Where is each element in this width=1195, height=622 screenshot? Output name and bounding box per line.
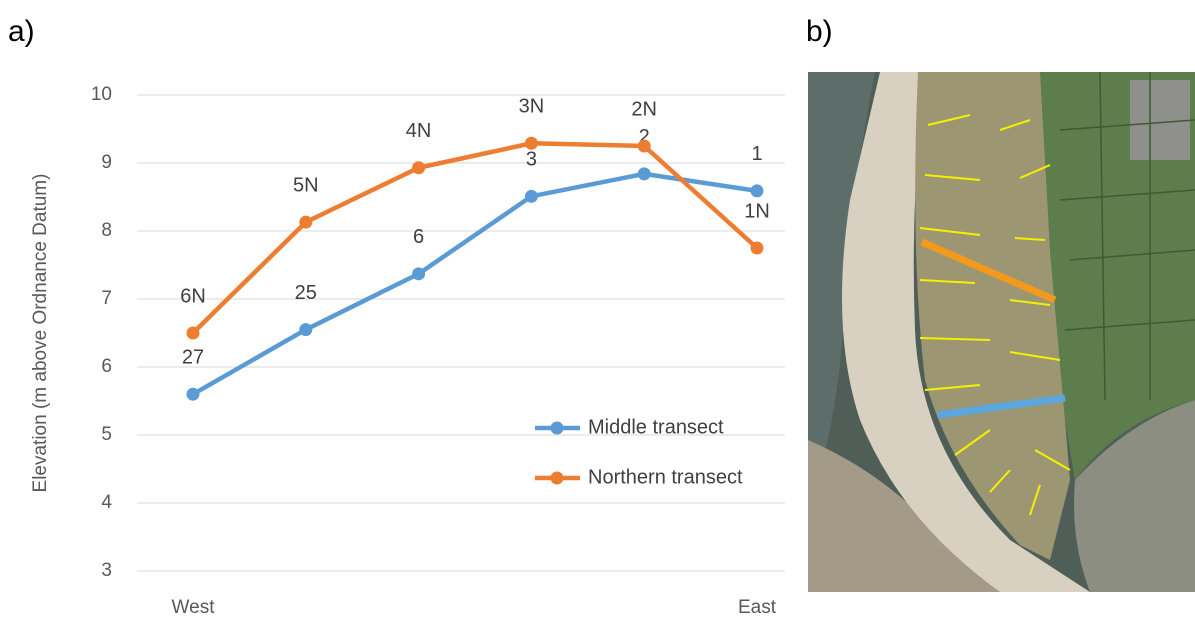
y-tick-label: 6 [101,356,112,377]
y-axis-label: Elevation (m above Ordnance Datum) [30,173,51,493]
panel-label: b) [806,15,833,48]
legend-label: Middle transect [588,416,724,438]
point [186,387,200,401]
point-label: 1 [751,143,762,165]
y-tick-label: 4 [101,492,112,513]
point-label: 4N [406,120,432,142]
y-tick-label: 3 [101,560,112,581]
point [524,136,538,150]
y-tick-label: 8 [101,220,112,241]
series-line [191,141,759,335]
legend-marker [550,421,564,435]
point-label: 27 [182,346,204,368]
point-label: 2N [631,98,657,120]
legend-marker [550,471,564,485]
point-label: 1N [744,200,770,222]
point [750,184,764,198]
point-label: 6 [413,226,424,248]
aerial-photo [808,72,1195,592]
point [412,267,426,281]
point-label: 6N [180,285,206,307]
point [637,139,651,153]
y-tick-label: 10 [91,84,112,105]
point [637,167,651,181]
point [186,326,200,340]
point [750,241,764,255]
point-label: 5N [293,174,319,196]
point-label: 3N [519,96,545,118]
point [299,323,313,337]
point [524,189,538,203]
panel-label: a) [8,15,35,48]
y-tick-label: 7 [101,288,112,309]
y-tick-label: 9 [101,152,112,173]
point [412,161,426,175]
point-label: 2 [639,126,650,148]
point [299,215,313,229]
point-label: 3 [526,149,537,171]
y-tick-label: 5 [101,424,112,445]
x-tick-label: East [738,597,777,618]
x-tick-label: West [172,597,216,618]
point-label: 25 [295,282,317,304]
series-line [191,171,758,397]
legend-label: Northern transect [588,466,743,488]
